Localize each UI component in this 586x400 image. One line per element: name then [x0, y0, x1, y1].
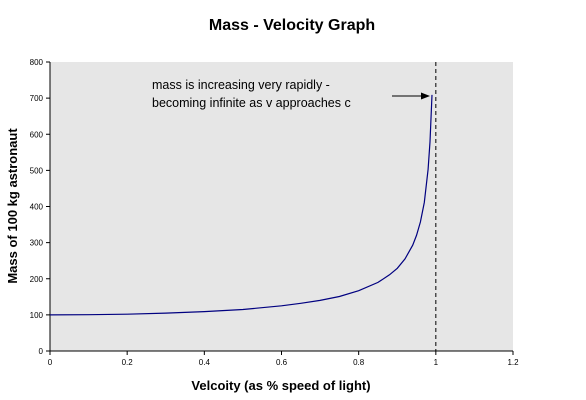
y-tick-label: 200 [30, 275, 44, 284]
y-tick-label: 500 [30, 166, 44, 175]
x-axis-ticks: 0 0.2 0.4 0.6 0.8 1 1.2 [48, 351, 519, 367]
y-tick-label: 100 [30, 311, 44, 320]
y-tick-label: 700 [30, 94, 44, 103]
y-tick-label: 600 [30, 130, 44, 139]
x-tick-label: 0.6 [276, 358, 288, 367]
x-axis-label: Velcoity (as % speed of light) [191, 378, 370, 393]
annotation-arrow [392, 92, 430, 100]
x-tick-label: 1 [434, 358, 439, 367]
annotation-line-2: becoming infinite as v approaches c [152, 96, 351, 110]
y-tick-label: 0 [39, 347, 44, 356]
x-tick-label: 1.2 [507, 358, 519, 367]
y-tick-label: 800 [30, 58, 44, 67]
annotation-line-1: mass is increasing very rapidly - [152, 78, 330, 92]
y-tick-label: 300 [30, 239, 44, 248]
y-axis-label: Mass of 100 kg astronaut [5, 128, 20, 284]
chart-title: Mass - Velocity Graph [209, 17, 375, 34]
mass-velocity-series-line [49, 94, 433, 316]
y-axis-ticks: 0 100 200 300 400 500 600 700 800 [30, 58, 50, 356]
x-tick-label: 0.4 [199, 358, 211, 367]
x-tick-label: 0.8 [353, 358, 365, 367]
y-tick-label: 400 [30, 203, 44, 212]
x-tick-label: 0 [48, 358, 53, 367]
x-tick-label: 0.2 [122, 358, 134, 367]
